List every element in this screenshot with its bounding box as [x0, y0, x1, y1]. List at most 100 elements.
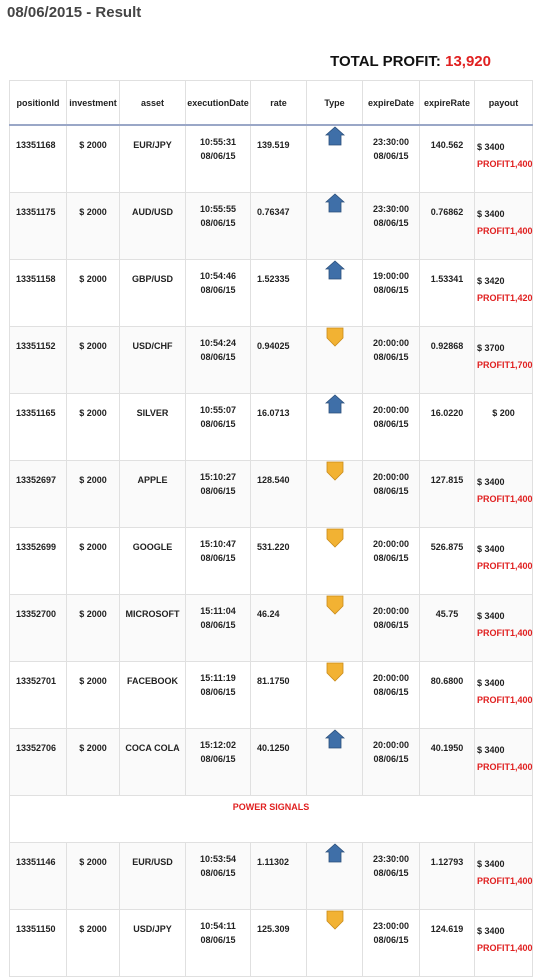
execution-date: 10:55:31 08/06/15 [185, 124, 251, 193]
col-asset: asset [119, 80, 186, 126]
execution-time: 10:55:31 [199, 137, 237, 147]
expire-date: 20:00:00 08/06/15 [362, 661, 420, 729]
total-profit-value: 13,920 [445, 53, 491, 70]
rate: 46.24 [250, 594, 307, 662]
table-row: 13351152 $ 2000 USD/CHF 10:54:24 08/06/15 0.9… [9, 326, 533, 394]
payout: $ 3400 PROFIT1,400 [474, 527, 533, 595]
expire-rate: 127.815 [419, 460, 475, 528]
execution-date: 15:11:04 08/06/15 [185, 594, 251, 662]
rate: 125.309 [250, 909, 307, 977]
execution-date: 15:10:27 08/06/15 [185, 460, 251, 528]
results-table: positionId investment asset executionDat… [9, 80, 533, 977]
payout-amount: $ 3400 [477, 926, 505, 936]
payout: $ 200 [474, 393, 533, 461]
profit-amount: PROFIT1,400 [477, 943, 533, 953]
execution-time: 15:10:47 [199, 539, 237, 549]
expire-day: 08/06/15 [373, 218, 409, 228]
payout-amount: $ 3400 [477, 209, 505, 219]
type [306, 393, 363, 461]
payout: $ 3420 PROFIT1,420 [474, 259, 533, 327]
asset: EUR/JPY [119, 124, 186, 193]
position-id: 13351175 [9, 192, 67, 260]
payout-amount: $ 3420 [477, 276, 505, 286]
rate: 0.76347 [250, 192, 307, 260]
payout-amount: $ 3400 [477, 142, 505, 152]
execution-time: 15:12:02 [199, 740, 237, 750]
expire-time: 20:00:00 [372, 740, 410, 750]
expire-rate: 80.6800 [419, 661, 475, 729]
execution-day: 08/06/15 [200, 486, 236, 496]
position-id: 13352697 [9, 460, 67, 528]
house-arrow-up-icon [324, 394, 345, 414]
execution-date: 15:10:47 08/06/15 [185, 527, 251, 595]
expire-time: 20:00:00 [372, 405, 410, 415]
profit-amount: PROFIT1,400 [477, 561, 533, 571]
expire-date: 20:00:00 08/06/15 [362, 594, 420, 662]
profit-amount: PROFIT1,420 [477, 293, 533, 303]
position-id: 13351165 [9, 393, 67, 461]
expire-time: 19:00:00 [372, 271, 410, 281]
table-row: 13351150 $ 2000 USD/JPY 10:54:11 08/06/15 125… [9, 909, 533, 977]
payout-amount: $ 3700 [477, 343, 505, 353]
rate: 0.94025 [250, 326, 307, 394]
execution-date: 10:54:46 08/06/15 [185, 259, 251, 327]
col-investment: investment [66, 80, 120, 126]
execution-day: 08/06/15 [200, 285, 236, 295]
execution-day: 08/06/15 [200, 553, 236, 563]
execution-date: 15:12:02 08/06/15 [185, 728, 251, 796]
table-row: 13352706 $ 2000 COCA COLA 15:12:02 08/06/15 4… [9, 728, 533, 796]
expire-rate: 526.875 [419, 527, 475, 595]
expire-date: 20:00:00 08/06/15 [362, 393, 420, 461]
asset: FACEBOOK [119, 661, 186, 729]
position-id: 13351146 [9, 842, 67, 910]
execution-time: 10:55:55 [199, 204, 237, 214]
expire-day: 08/06/15 [373, 419, 409, 429]
payout-amount: $ 3400 [477, 859, 505, 869]
execution-time: 10:53:54 [199, 854, 237, 864]
execution-date: 10:54:24 08/06/15 [185, 326, 251, 394]
execution-date: 10:55:55 08/06/15 [185, 192, 251, 260]
expire-time: 23:00:00 [372, 921, 410, 931]
type [306, 527, 363, 595]
power-signals-label: POWER SIGNALS [9, 795, 533, 843]
expire-time: 20:00:00 [372, 539, 410, 549]
investment: $ 2000 [66, 460, 120, 528]
rate: 1.52335 [250, 259, 307, 327]
rate: 40.1250 [250, 728, 307, 796]
col-payout: payout [474, 80, 533, 126]
position-id: 13352700 [9, 594, 67, 662]
execution-date: 10:55:07 08/06/15 [185, 393, 251, 461]
expire-rate: 1.12793 [419, 842, 475, 910]
position-id: 13351158 [9, 259, 67, 327]
expire-day: 08/06/15 [373, 352, 409, 362]
investment: $ 2000 [66, 909, 120, 977]
type [306, 594, 363, 662]
execution-day: 08/06/15 [200, 935, 236, 945]
asset: GBP/USD [119, 259, 186, 327]
col-position-id: positionId [9, 80, 67, 126]
execution-date: 10:53:54 08/06/15 [185, 842, 251, 910]
table-row: 13351146 $ 2000 EUR/USD 10:53:54 08/06/15 1.1… [9, 842, 533, 910]
house-arrow-up-icon [324, 126, 345, 146]
col-expire-rate: expireRate [419, 80, 475, 126]
table-row: 13352701 $ 2000 FACEBOOK 15:11:19 08/06/15 81… [9, 661, 533, 729]
expire-time: 23:30:00 [372, 204, 410, 214]
expire-day: 08/06/15 [373, 486, 409, 496]
page-title: 08/06/2015 - Result [7, 4, 142, 21]
position-id: 13352706 [9, 728, 67, 796]
arrow-down-icon [326, 528, 343, 548]
payout-amount: $ 3400 [477, 544, 505, 554]
execution-day: 08/06/15 [200, 754, 236, 764]
investment: $ 2000 [66, 661, 120, 729]
payout: $ 3400 PROFIT1,400 [474, 594, 533, 662]
execution-time: 10:54:46 [199, 271, 237, 281]
execution-day: 08/06/15 [200, 868, 236, 878]
house-arrow-up-icon [324, 260, 345, 280]
asset: COCA COLA [119, 728, 186, 796]
execution-day: 08/06/15 [200, 151, 236, 161]
expire-date: 20:00:00 08/06/15 [362, 527, 420, 595]
table-row: 13352699 $ 2000 GOOGLE 15:10:47 08/06/15 531.… [9, 527, 533, 595]
rate: 139.519 [250, 124, 307, 193]
investment: $ 2000 [66, 393, 120, 461]
total-profit: TOTAL PROFIT: 13,920 [330, 53, 491, 70]
